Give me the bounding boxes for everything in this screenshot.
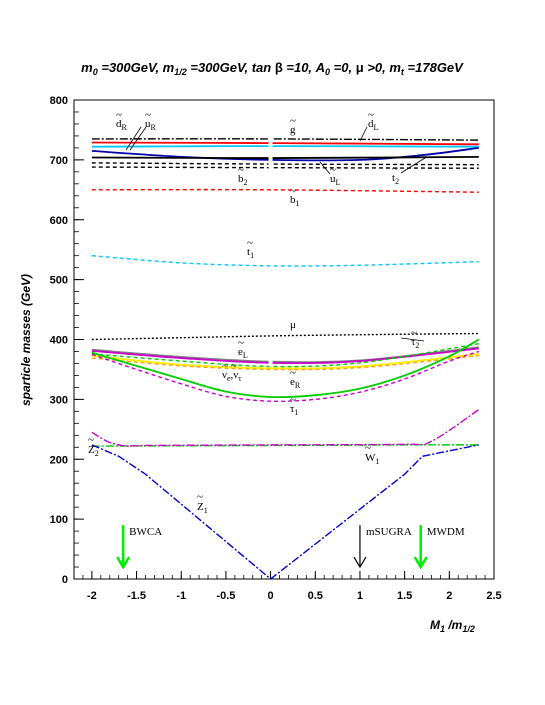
arrow-label-2: MWDM: [427, 526, 465, 538]
x-tick-label: 2: [446, 590, 452, 602]
x-axis-label: M1 /m1/2: [430, 618, 475, 634]
leader-uL: [319, 161, 331, 175]
label-W1-tilde: ~: [365, 442, 371, 454]
label-dL: dL: [368, 118, 379, 132]
label-eR: eR: [290, 376, 301, 390]
label-uL: uL: [330, 173, 341, 187]
label-dR-tilde: ~: [116, 109, 122, 121]
series-line-5: [91, 162, 479, 166]
arrow-head-0: [116, 556, 131, 570]
label-dL-tilde: ~: [368, 109, 374, 121]
label-tau2-tilde: ~: [411, 327, 417, 339]
particle-labels: dR ~ uR ~ g ~ dL ~ b2 ~ uL ~ t2 ~ b1 ~ t…: [88, 109, 426, 515]
label-uR-tilde: ~: [145, 109, 151, 121]
y-tick-label: 500: [50, 275, 68, 287]
x0-gap-upper: [268, 132, 273, 172]
series-line-6: [91, 166, 479, 169]
label-eL: eL: [238, 346, 248, 360]
series-line-3: [91, 147, 479, 162]
y-tick-label: 400: [50, 335, 68, 347]
label-uR: uR: [145, 118, 157, 132]
series-line-7: [91, 188, 479, 193]
series-line-15: [91, 338, 480, 399]
x-tick-label: -0.5: [216, 590, 235, 602]
label-dR: dR: [116, 118, 128, 132]
label-Z1: Z1: [197, 501, 208, 515]
label-t2: t2: [392, 172, 399, 186]
leader-uR: [129, 126, 147, 151]
leader-dL: [359, 126, 368, 142]
x-tick-label: 0.5: [308, 590, 323, 602]
label-eL-tilde: ~: [238, 337, 244, 349]
series-line-9: [91, 332, 479, 341]
series-line-8: [91, 254, 479, 267]
series-line-16: [91, 350, 480, 403]
y-tick-label: 300: [50, 394, 68, 406]
label-uL-tilde: ~: [330, 164, 336, 176]
arrow-head-1: [353, 556, 367, 569]
series-line-12: [91, 352, 479, 370]
series-line-0: [91, 138, 479, 141]
series-line-4: [91, 155, 479, 159]
y-tick-label: 0: [62, 574, 68, 586]
x-tick-label: -1: [176, 590, 186, 602]
arrow-label-0: BWCA: [129, 526, 162, 538]
y-tick-label: 600: [50, 215, 68, 227]
label-b1: b1: [290, 194, 300, 208]
label-eR-tilde: ~: [290, 367, 296, 379]
x-tick-label: 2.5: [486, 590, 501, 602]
x-tick-label: 1: [357, 590, 363, 602]
series-layer: [91, 132, 480, 580]
leader-t2: [400, 157, 426, 174]
leader-tau2: [400, 337, 425, 342]
label-gluino-tilde: ~: [290, 115, 296, 127]
y-axis-label: sparticle masses (GeV): [19, 274, 33, 406]
label-tau1-tilde: ~: [290, 394, 296, 406]
label-b1-tilde: ~: [290, 185, 296, 197]
series-line-19: [91, 444, 479, 580]
plot-frame: [73, 99, 495, 580]
label-t1: t1: [247, 246, 254, 260]
label-b2-tilde: ~: [238, 164, 244, 176]
label-mu: μ: [290, 319, 296, 331]
x-tick-label: 0: [268, 590, 274, 602]
chart-title: m0 =300GeV, m1/2 =300GeV, tan β =10, A0 …: [81, 60, 464, 77]
label-tau1: τ1: [290, 403, 298, 417]
label-Z2-tilde: ~: [88, 434, 94, 446]
y-tick-label: 700: [50, 155, 68, 167]
label-tau2: τ2: [411, 336, 419, 350]
label-Z2: Z2: [88, 444, 99, 458]
label-t1-tilde: ~: [247, 237, 253, 249]
x-tick-label: -2: [87, 590, 97, 602]
y-tick-label: 200: [50, 454, 68, 466]
series-line-18: [91, 408, 480, 447]
x-tick-label: 1.5: [397, 590, 412, 602]
label-W1: W1: [365, 452, 379, 466]
label-t2-tilde: ~: [392, 163, 398, 175]
y-tick-label: 100: [50, 514, 68, 526]
y-tick-label: 800: [50, 95, 68, 107]
label-sneutrinos-tilde: ~ ~: [222, 360, 237, 372]
arrow-head-2: [413, 556, 428, 570]
label-gluino: g: [290, 124, 296, 136]
series-line-1: [91, 141, 479, 146]
arrow-label-1: mSUGRA: [366, 526, 412, 538]
axes: -2 -1.5 -1 -0.5 0 0.5 1 1.5 2 2.5 0 100 200 300 400 500…: [50, 95, 502, 602]
benchmark-arrows: BWCA mSUGRA MWDM: [116, 525, 465, 570]
label-b2: b2: [238, 173, 248, 187]
label-Z1-tilde: ~: [197, 491, 203, 503]
x0-gap-lower: [268, 356, 273, 367]
leader-dR: [125, 126, 142, 151]
x-tick-label: -1.5: [127, 590, 146, 602]
series-line-2: [91, 145, 479, 148]
